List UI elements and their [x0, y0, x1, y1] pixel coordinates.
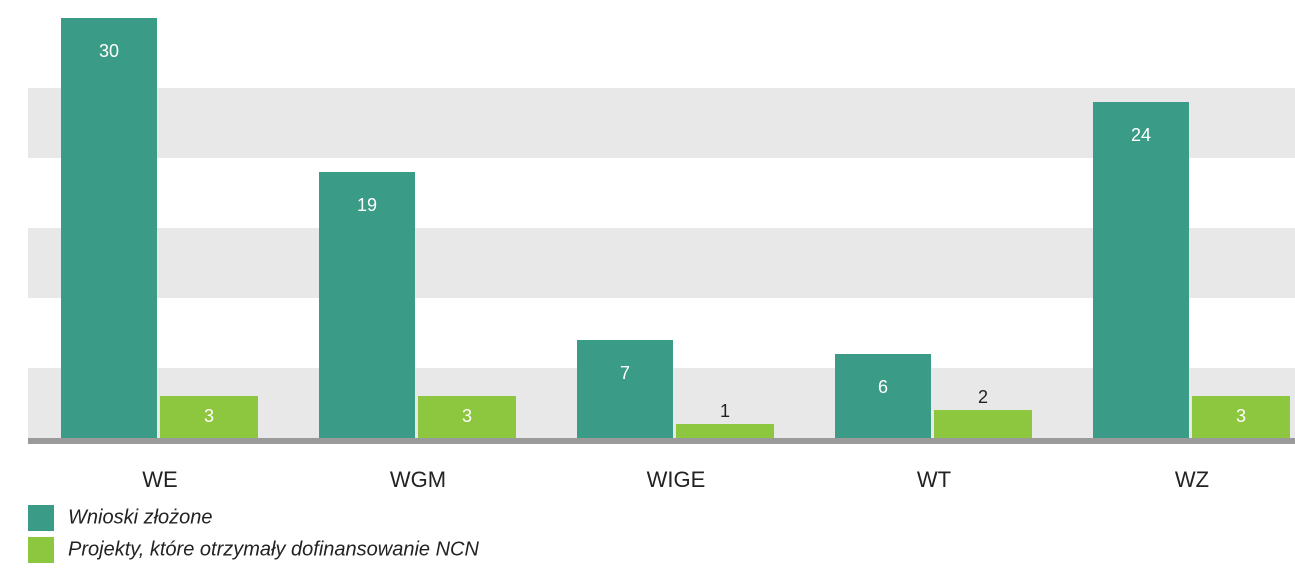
bar	[676, 424, 774, 438]
grid-band	[28, 88, 1295, 158]
data-label: 2	[978, 387, 988, 407]
x-tick-label: WT	[917, 467, 951, 492]
data-label: 7	[620, 363, 630, 383]
bar	[577, 340, 673, 438]
data-label: 6	[878, 377, 888, 397]
data-label: 3	[204, 406, 214, 426]
baseline	[28, 438, 1295, 444]
x-tick-label: WZ	[1175, 467, 1209, 492]
legend-label: Projekty, które otrzymały dofinansowanie…	[68, 538, 479, 560]
bar	[835, 354, 931, 438]
x-tick-label: WIGE	[647, 467, 706, 492]
bar	[61, 18, 157, 438]
legend-label: Wnioski złożone	[68, 506, 213, 528]
data-label: 3	[1236, 406, 1246, 426]
bar	[934, 410, 1032, 438]
legend-swatch	[28, 505, 54, 531]
data-label: 30	[99, 41, 119, 61]
grid-band	[28, 228, 1295, 298]
bar	[1093, 102, 1189, 438]
data-label: 1	[720, 401, 730, 421]
bar	[418, 396, 516, 438]
data-label: 24	[1131, 125, 1151, 145]
data-label: 3	[462, 406, 472, 426]
legend-swatch	[28, 537, 54, 563]
bar	[319, 172, 415, 438]
data-label: 19	[357, 195, 377, 215]
bar	[1192, 396, 1290, 438]
x-tick-label: WGM	[390, 467, 446, 492]
x-tick-label: WE	[142, 467, 177, 492]
bar	[160, 396, 258, 438]
